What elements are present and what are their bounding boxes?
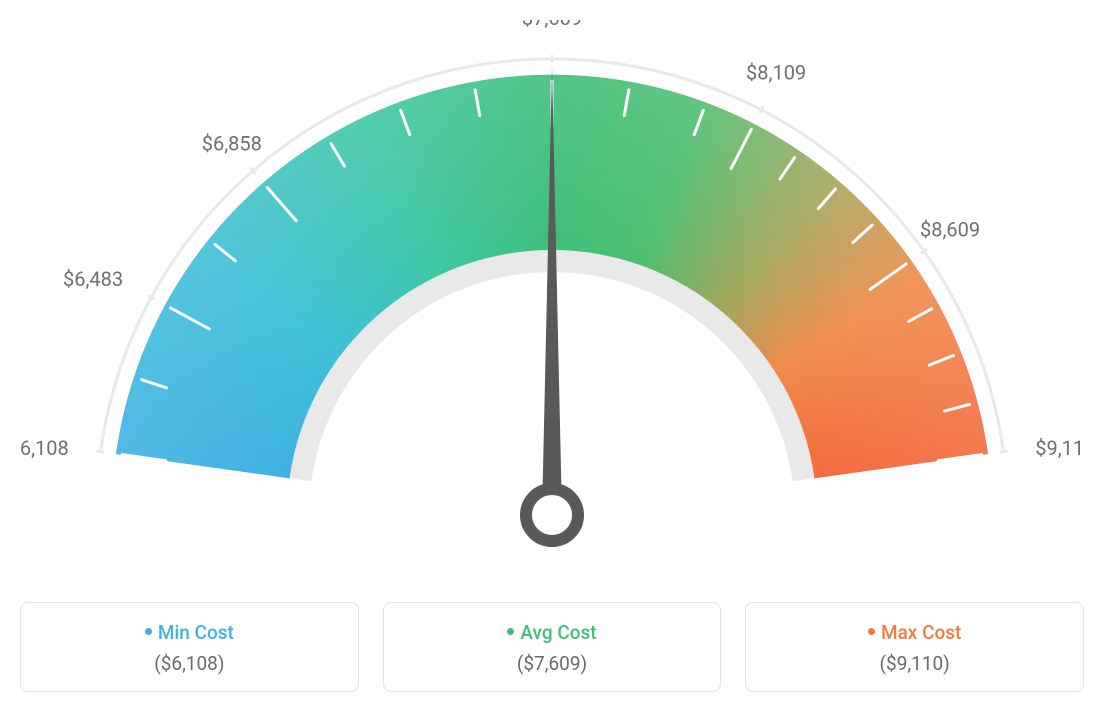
legend-min-label: Min Cost: [158, 621, 234, 644]
svg-text:$6,858: $6,858: [202, 132, 262, 156]
legend-card-min: Min Cost ($6,108): [20, 602, 359, 692]
svg-text:$7,609: $7,609: [522, 20, 582, 30]
legend-min-title: Min Cost: [31, 621, 348, 644]
legend-max-title: Max Cost: [756, 621, 1073, 644]
dot-icon: [507, 628, 514, 635]
dot-icon: [868, 628, 875, 635]
legend-min-value: ($6,108): [31, 652, 348, 675]
legend-avg-title: Avg Cost: [394, 621, 711, 644]
svg-text:$6,483: $6,483: [63, 267, 123, 291]
gauge-svg: $6,108 $6,483 $6,858 $7,609 $8,109 $8,609 $9,1…: [20, 20, 1084, 580]
legend-row: Min Cost ($6,108) Avg Cost ($7,609) Max …: [20, 602, 1084, 692]
svg-text:$8,609: $8,609: [920, 218, 980, 242]
legend-card-avg: Avg Cost ($7,609): [383, 602, 722, 692]
dot-icon: [145, 628, 152, 635]
legend-max-label: Max Cost: [881, 621, 961, 644]
legend-avg-value: ($7,609): [394, 652, 711, 675]
legend-avg-label: Avg Cost: [520, 621, 596, 644]
svg-text:$6,108: $6,108: [20, 436, 69, 460]
svg-text:$9,110: $9,110: [1035, 436, 1084, 460]
legend-card-max: Max Cost ($9,110): [745, 602, 1084, 692]
svg-text:$8,109: $8,109: [746, 61, 806, 85]
cost-gauge-chart: $6,108 $6,483 $6,858 $7,609 $8,109 $8,609 $9,1…: [20, 20, 1084, 584]
legend-max-value: ($9,110): [756, 652, 1073, 675]
